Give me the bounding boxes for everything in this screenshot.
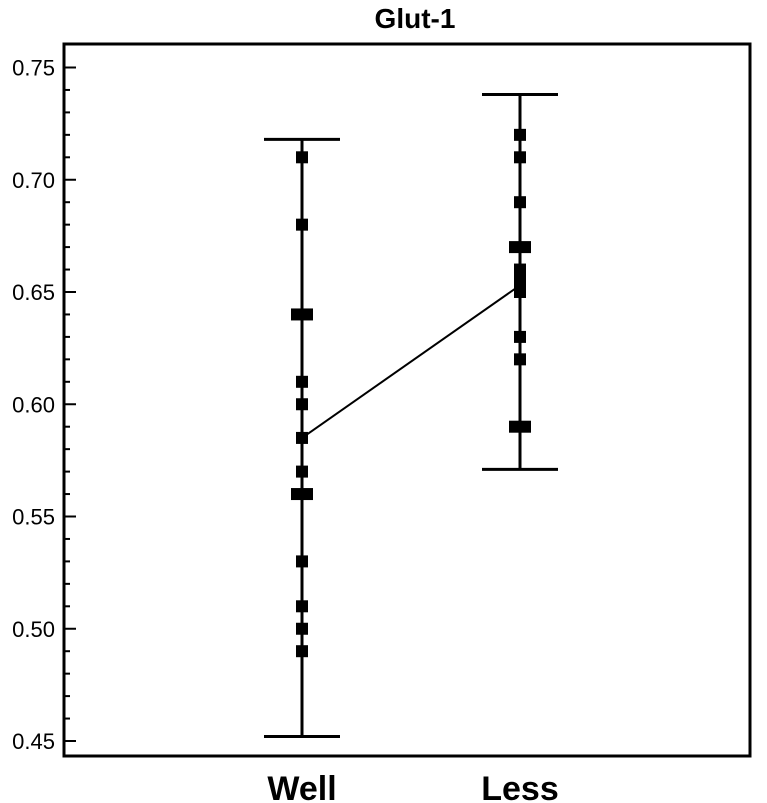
mean-line [301, 284, 521, 439]
y-axis: 0.45 0.50 0.55 0.60 0.65 0.70 0.75 [12, 56, 76, 754]
data-point [296, 431, 308, 444]
data-point [301, 488, 313, 501]
data-point [296, 465, 308, 478]
data-point [296, 600, 308, 613]
data-point [291, 308, 303, 321]
y-tick-label: 0.70 [12, 168, 55, 193]
points-less [509, 128, 531, 433]
data-point [514, 128, 526, 141]
data-point [509, 420, 521, 433]
y-tick-label: 0.55 [12, 505, 55, 530]
data-point [296, 375, 308, 388]
data-point [296, 398, 308, 411]
x-tick-label: Less [481, 770, 559, 803]
data-point [296, 645, 308, 658]
data-point [514, 151, 526, 164]
data-point [296, 151, 308, 164]
data-point [296, 622, 308, 635]
data-point [301, 308, 313, 321]
data-point [514, 286, 526, 298]
y-tick-label: 0.45 [12, 729, 55, 754]
data-point [514, 330, 526, 343]
data-point [514, 274, 526, 287]
data-point [519, 241, 531, 254]
data-point [514, 196, 526, 209]
y-tick-label: 0.60 [12, 392, 55, 417]
x-tick-label: Well [267, 770, 336, 803]
chart-title: Glut-1 [375, 3, 456, 34]
data-point [296, 218, 308, 231]
data-point [519, 420, 531, 433]
points-well [291, 151, 313, 658]
y-tick-label: 0.50 [12, 617, 55, 642]
y-tick-label: 0.75 [12, 56, 55, 81]
data-point [514, 353, 526, 366]
chart-marks [264, 92, 558, 739]
x-axis: Well Less [267, 770, 558, 803]
data-point [509, 241, 521, 254]
data-point [514, 263, 526, 276]
y-tick-label: 0.65 [12, 280, 55, 305]
plot-frame [62, 42, 752, 758]
data-point [291, 488, 303, 501]
data-point [296, 555, 308, 568]
